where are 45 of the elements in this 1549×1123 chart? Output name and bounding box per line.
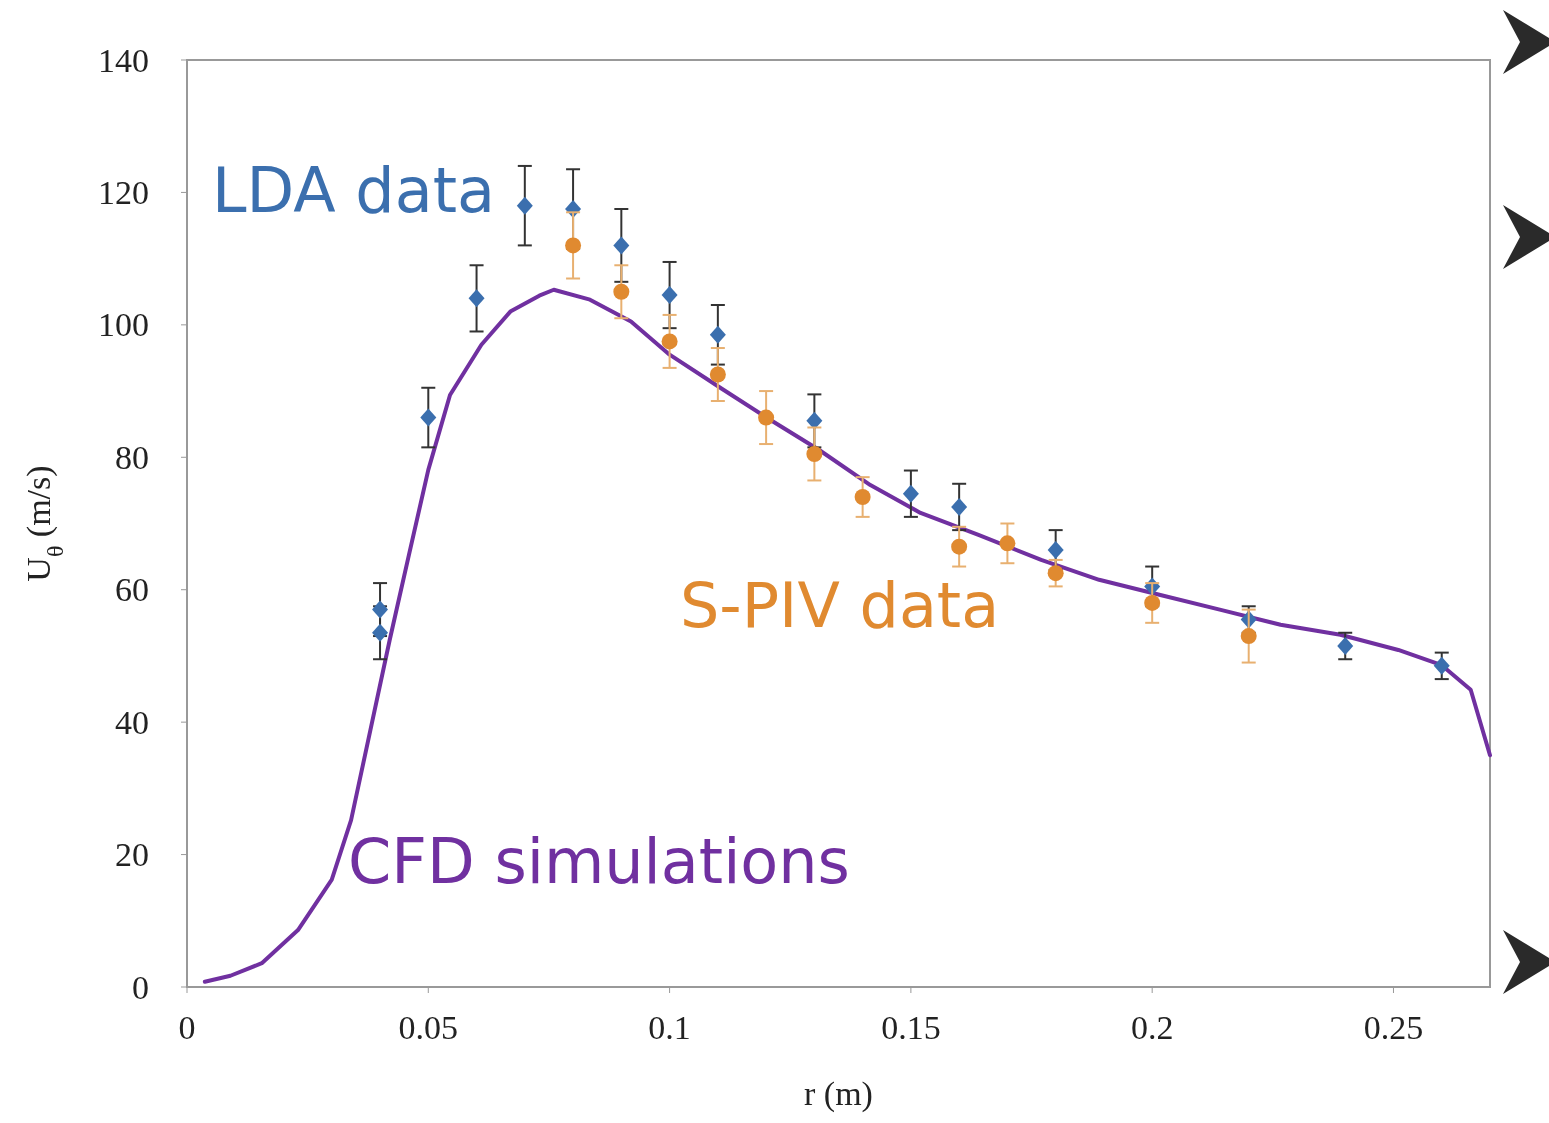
point xyxy=(951,497,968,516)
point xyxy=(709,325,726,344)
point xyxy=(565,237,582,254)
x-tick-label: 0.1 xyxy=(648,1009,691,1046)
point xyxy=(372,623,389,642)
x-tick-label: 0.05 xyxy=(398,1009,459,1046)
point xyxy=(806,411,823,430)
y-tick-label: 80 xyxy=(115,438,149,476)
series-label: CFD simulations xyxy=(348,825,850,898)
y-tick-label: 100 xyxy=(98,306,149,344)
point xyxy=(661,333,678,350)
point xyxy=(758,409,775,426)
x-tick-label: 0 xyxy=(178,1009,196,1046)
point xyxy=(854,489,871,506)
point xyxy=(999,535,1016,552)
point xyxy=(516,196,533,215)
point xyxy=(951,538,968,555)
point xyxy=(806,445,823,462)
point xyxy=(1240,628,1257,645)
point xyxy=(1047,565,1064,582)
x-tick-label: 0.25 xyxy=(1363,1009,1424,1046)
point xyxy=(902,484,919,503)
line-series xyxy=(202,287,1492,984)
y-tick-label: 60 xyxy=(115,571,149,609)
y-tick-label: 140 xyxy=(98,41,149,79)
y-tick-label: 0 xyxy=(132,968,149,1006)
point xyxy=(468,289,485,308)
point xyxy=(613,236,630,255)
point xyxy=(420,408,437,427)
point xyxy=(661,286,678,305)
point xyxy=(372,600,389,619)
y-tick-label: 120 xyxy=(98,173,149,211)
series-label: S-PIV data xyxy=(680,569,1000,642)
x-axis-title: r (m) xyxy=(804,1075,873,1113)
y-tick-label: 20 xyxy=(115,836,149,874)
series-label: LDA data xyxy=(212,154,495,227)
point xyxy=(709,366,726,383)
x-tick-label: 0.2 xyxy=(1130,1009,1174,1046)
point xyxy=(1337,637,1354,655)
point xyxy=(1047,540,1064,559)
x-tick-label: 0.15 xyxy=(881,1009,941,1046)
point xyxy=(1433,656,1450,675)
point xyxy=(613,283,630,300)
point xyxy=(1144,594,1161,611)
y-tick-label: 40 xyxy=(115,703,149,741)
